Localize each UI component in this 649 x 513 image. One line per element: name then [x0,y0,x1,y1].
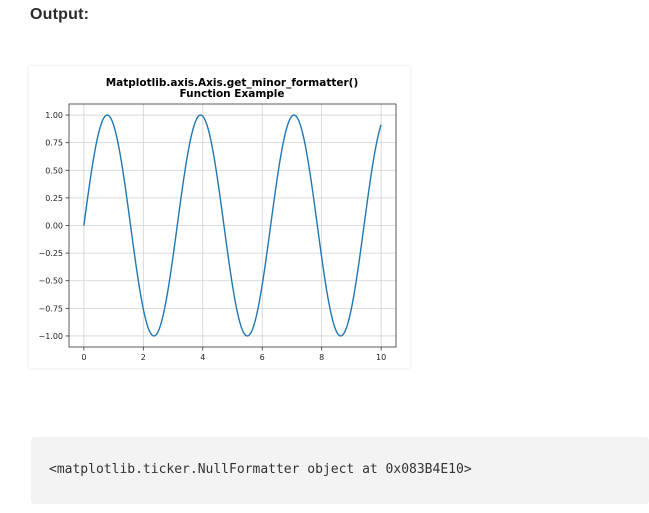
x-tick-label: 8 [319,353,324,362]
y-tick-label: −0.25 [38,249,63,258]
x-tick-label: 6 [260,353,265,362]
y-tick-label: 0.75 [45,139,63,148]
x-tick-label: 0 [81,353,86,362]
chart-title-line-2: Function Example [180,88,285,100]
code-output-text: <matplotlib.ticker.NullFormatter object … [49,462,472,477]
chart-title-line-1: Matplotlib.axis.Axis.get_minor_formatter… [106,77,359,89]
y-tick-label: 0.50 [45,166,63,175]
y-tick-label: 0.00 [45,222,63,231]
x-tick-label: 4 [200,353,205,362]
plot-line-layer [83,114,382,337]
y-tick-label: 1.00 [45,111,63,120]
x-tick-label: 2 [141,353,146,362]
output-heading: Output: [30,6,90,23]
x-tick-label: 10 [376,353,386,362]
y-tick-label: −0.50 [38,277,63,286]
plot-frame [68,103,397,348]
y-tick-label: 0.25 [45,194,63,203]
series-line-sine [83,114,382,337]
y-tick-label: −1.00 [38,332,63,341]
code-output-block: <matplotlib.ticker.NullFormatter object … [31,437,649,504]
chart-svg: Matplotlib.axis.Axis.get_minor_formatter… [38,77,397,362]
axis-ticks: 0 2 4 6 8 10 1.00 0.75 0.50 0.25 0.00 −0.25 −0.50 −0.… [38,111,386,362]
chart-figure: Matplotlib.axis.Axis.get_minor_formatter… [29,66,410,368]
y-tick-label: −0.75 [38,304,63,313]
